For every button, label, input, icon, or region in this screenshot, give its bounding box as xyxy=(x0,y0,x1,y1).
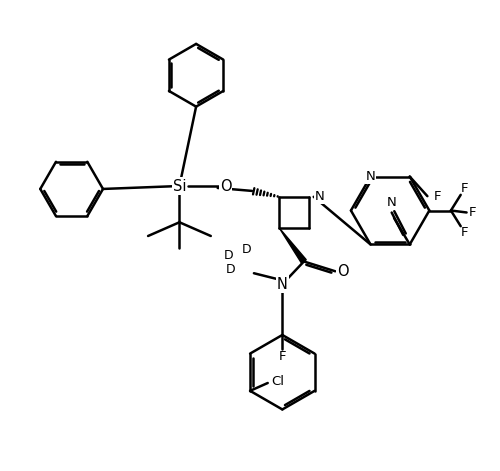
Text: N: N xyxy=(314,190,324,203)
Text: D: D xyxy=(224,249,234,262)
Text: N: N xyxy=(387,196,397,209)
Text: D: D xyxy=(226,263,235,276)
Text: Cl: Cl xyxy=(271,374,284,388)
Text: N: N xyxy=(277,276,288,292)
Text: F: F xyxy=(278,350,286,363)
Text: O: O xyxy=(338,264,349,279)
Text: F: F xyxy=(468,206,476,219)
Text: N: N xyxy=(366,170,376,183)
Text: Si: Si xyxy=(172,179,186,194)
Text: F: F xyxy=(461,226,468,239)
Text: D: D xyxy=(242,243,251,256)
Text: F: F xyxy=(461,182,468,195)
Text: F: F xyxy=(434,190,441,203)
Polygon shape xyxy=(280,228,306,263)
Text: O: O xyxy=(220,179,232,194)
